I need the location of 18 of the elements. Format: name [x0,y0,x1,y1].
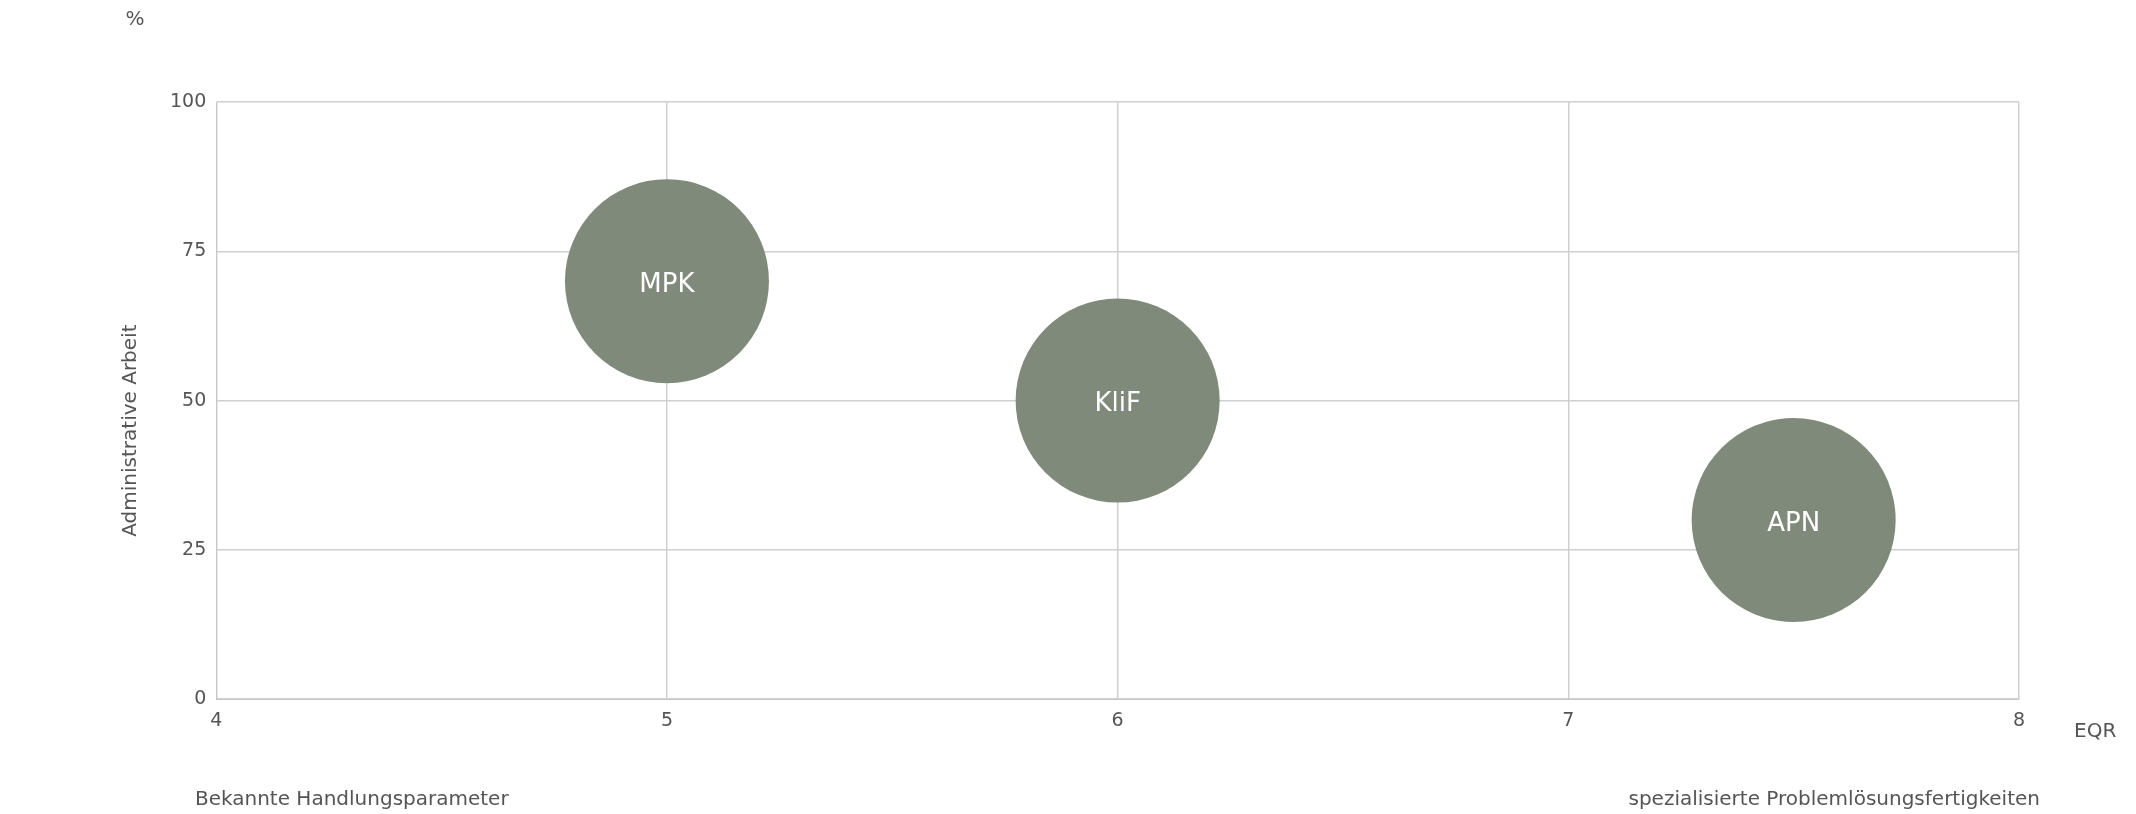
x-tick-label: 5 [660,707,673,730]
x-axis-title: EQR [2074,718,2117,743]
text: Bekannte Handlungsparameter [195,786,510,811]
text: % [125,6,145,31]
annotation: APN [1767,506,1821,537]
x-tick-label: 8 [2012,707,2026,730]
y-tick-label: 25 [182,536,207,559]
x-tick-label: 6 [1111,707,1124,730]
annotation: KliF [1094,387,1141,418]
x-tick-label: 4 [210,707,223,730]
x-tick-label: 7 [1562,707,1575,730]
y-tick-label: 100 [170,88,207,111]
y-axis-title: Administrative Arbeit [117,324,142,537]
text: spezialisierte Problemlösungsfertigkeiten [1628,786,2040,811]
y-tick-label: 75 [182,238,207,261]
y-tick-label: 0 [194,686,207,709]
y-tick-label: 50 [182,387,207,410]
annotation: MPK [639,267,696,298]
